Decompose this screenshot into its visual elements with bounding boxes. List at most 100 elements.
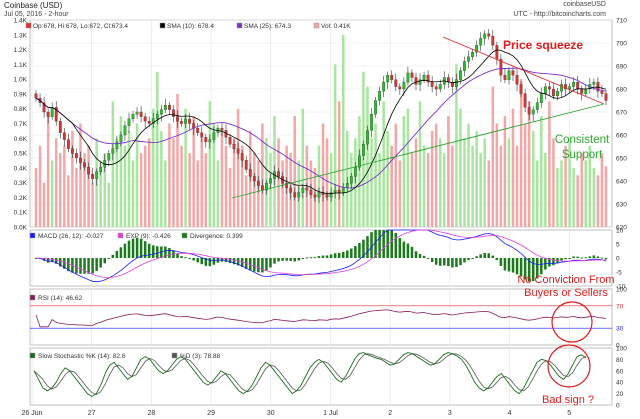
macd-hist-bar	[519, 258, 523, 277]
candle-body	[289, 187, 293, 193]
volume-bar	[523, 123, 527, 227]
macd-hist-bar	[75, 258, 78, 274]
volume-tick-label: 0.3K	[14, 180, 28, 187]
macd-hist-bar	[451, 258, 454, 268]
macd-hist-bar	[50, 258, 54, 263]
volume-tick-label: 1.4K	[14, 18, 28, 25]
rsi-highlight-circle	[551, 301, 593, 343]
macd-hist-bar	[285, 258, 288, 261]
volume-bar	[333, 64, 337, 227]
candle-body	[511, 70, 515, 76]
macd-signal-line	[35, 229, 607, 279]
stoch-pane	[29, 347, 613, 406]
candle-body	[248, 169, 252, 177]
legend-rsi: RSI (14): 46.62	[38, 295, 82, 302]
macd-hist-bar	[111, 254, 115, 258]
volume-bar	[99, 160, 102, 227]
candle-body	[362, 144, 365, 156]
x-tick-label: 29	[207, 410, 215, 417]
candle-body	[163, 104, 167, 110]
macd-hist-bar	[188, 258, 191, 259]
volume-tick-label: 0.4K	[14, 165, 28, 172]
candle-body	[260, 185, 264, 191]
candle-body	[54, 107, 58, 122]
volume-bar	[406, 108, 410, 227]
candle-body	[265, 183, 268, 191]
macd-hist-bar	[560, 258, 563, 261]
macd-tick-label: -10	[616, 284, 626, 291]
macd-hist-bar	[333, 253, 337, 258]
volume-bar	[301, 108, 305, 227]
candle-body	[543, 86, 547, 94]
legend-exp: EXP (9): -0.426	[126, 233, 171, 240]
price-tick-label: 660	[616, 133, 627, 140]
volume-bar	[378, 153, 381, 227]
volume-bar	[317, 145, 321, 227]
price-tick-label: 680	[616, 87, 627, 94]
candle-body	[232, 144, 236, 149]
candle-body	[374, 100, 377, 115]
annotation-support-2: Support	[562, 149, 603, 161]
volume-bar	[42, 182, 46, 227]
volume-bar	[224, 145, 228, 227]
candle-body	[143, 116, 147, 122]
macd-hist-bar	[281, 258, 284, 261]
candle-body	[584, 88, 588, 94]
macd-hist-bar	[523, 258, 527, 280]
candle-body	[499, 58, 503, 76]
volume-bar	[438, 138, 442, 227]
volume-tick-label: 0.6K	[14, 136, 28, 143]
candle-body	[244, 160, 248, 170]
volume-bar	[588, 145, 592, 227]
volume-bar	[366, 86, 369, 228]
macd-hist-bar	[63, 258, 66, 269]
macd-hist-bar	[236, 258, 240, 266]
macd-hist-bar	[572, 256, 575, 258]
macd-hist-bar	[224, 258, 228, 262]
volume-bar	[596, 175, 600, 227]
macd-hist-bar	[459, 258, 462, 266]
candle-body	[34, 93, 38, 99]
volume-bar	[220, 130, 224, 227]
candle-body	[450, 81, 454, 87]
candle-body	[269, 178, 272, 184]
legend-stoch-k: Slow Stochastic %K (14): 82.6	[38, 353, 126, 360]
macd-hist-bar	[455, 258, 458, 267]
macd-hist-bar	[212, 258, 216, 265]
macd-hist-bar	[151, 245, 155, 258]
stoch-k-line	[33, 352, 587, 397]
rsi-line	[35, 309, 607, 328]
macd-hist-bar	[374, 230, 377, 258]
candle-body	[527, 107, 531, 115]
macd-hist-bar	[483, 252, 486, 258]
volume-bar	[216, 160, 220, 227]
volume-bar	[572, 167, 575, 227]
macd-hist-bar	[418, 254, 422, 258]
volume-tick-label: 0.9K	[14, 91, 28, 98]
candle-body	[107, 153, 111, 161]
candle-body	[370, 114, 373, 131]
candle-body	[91, 173, 95, 179]
macd-hist-bar	[592, 255, 596, 258]
volume-bar	[426, 153, 430, 227]
x-tick-label: 3	[448, 410, 452, 417]
macd-hist-bar	[156, 246, 159, 258]
macd-hist-bar	[471, 258, 474, 259]
volume-tick-label: 1.2K	[14, 47, 28, 54]
candle-body	[184, 118, 187, 124]
volume-bar	[358, 116, 361, 227]
price-tick-label: 690	[616, 64, 627, 71]
candle-body	[46, 111, 50, 117]
macd-hist-bar	[87, 258, 90, 274]
chart-source: coinbaseUSD	[563, 1, 606, 8]
macd-tick-label: 10	[616, 228, 624, 235]
candle-body	[297, 192, 301, 198]
volume-bar	[143, 145, 147, 227]
macd-hist-bar	[487, 253, 491, 258]
candle-body	[600, 91, 604, 94]
macd-hist-bar	[180, 256, 183, 258]
candle-body	[434, 86, 438, 90]
candle-body	[228, 137, 232, 145]
volume-bar	[176, 93, 179, 227]
macd-hist-bar	[378, 230, 381, 258]
